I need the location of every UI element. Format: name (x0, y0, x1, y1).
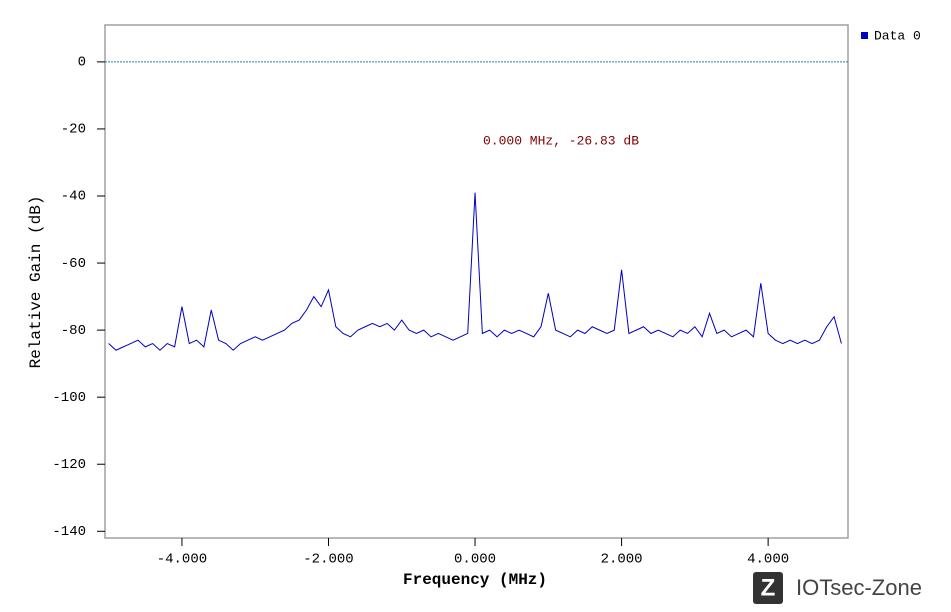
series-line (108, 192, 842, 351)
y-tick-label: -140 (52, 524, 86, 540)
x-tick-label: 2.000 (601, 552, 643, 568)
legend-swatch (861, 32, 868, 39)
y-tick-label: -100 (52, 390, 86, 406)
y-tick-label: -40 (61, 189, 86, 205)
x-tick-label: -4.000 (157, 552, 207, 568)
y-tick-label: -20 (61, 122, 86, 138)
x-tick-label: -2.000 (303, 552, 353, 568)
annotation: 0.000 MHz, -26.83 dB (483, 133, 639, 148)
y-tick-label: -60 (61, 256, 86, 272)
y-tick-label: -120 (52, 457, 86, 473)
legend-label: Data 0 (874, 28, 921, 43)
y-tick-label: 0 (78, 55, 86, 71)
x-axis-label: Frequency (MHz) (403, 571, 547, 589)
x-tick-label: 0.000 (454, 552, 496, 568)
watermark: IOTsec-Zone (796, 575, 922, 600)
plot-frame (104, 24, 849, 539)
y-tick-label: -80 (61, 323, 86, 339)
watermark-logo-bg (753, 572, 783, 604)
x-tick-label: 4.000 (747, 552, 789, 568)
y-axis-label: Relative Gain (dB) (27, 196, 45, 369)
watermark-logo: Z (761, 574, 776, 601)
